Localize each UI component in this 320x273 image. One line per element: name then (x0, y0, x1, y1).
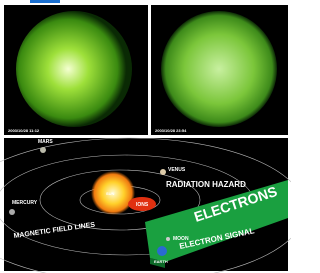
timestamp: 2003/10/28 23:54 (155, 128, 187, 133)
label: SUN (106, 191, 115, 196)
label: RADIATION HAZARD (166, 180, 246, 189)
page: 2003/10/28 11:12 2003/10/28 23:54 MARS V… (0, 0, 291, 273)
sun-left (16, 11, 132, 127)
venus (160, 169, 166, 175)
label: VENUS (168, 167, 186, 173)
label: EARTH (154, 259, 168, 264)
label: MARS (38, 139, 53, 145)
label: IONS (136, 202, 149, 208)
label: MERCURY (12, 200, 38, 206)
earth (157, 246, 167, 256)
mars (40, 147, 46, 153)
mercury (9, 209, 15, 215)
sun-right (161, 11, 277, 127)
top-strip (30, 0, 60, 3)
timestamp: 2003/10/28 11:12 (8, 128, 40, 133)
moon (166, 237, 170, 241)
